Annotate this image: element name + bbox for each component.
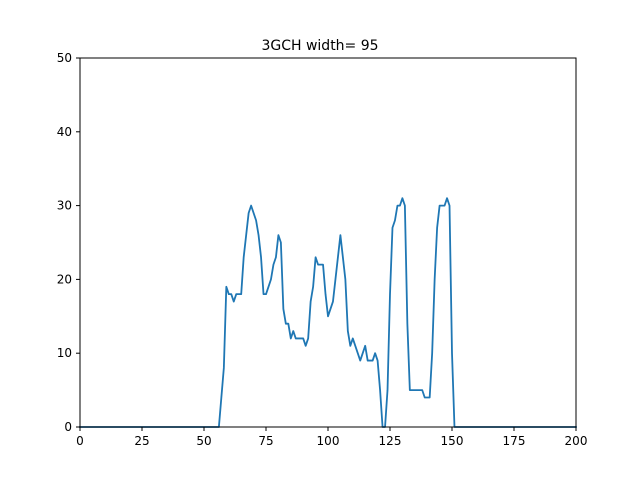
y-tick-label: 50 — [57, 51, 72, 65]
y-tick-label: 40 — [57, 125, 72, 139]
x-tick-label: 75 — [258, 434, 273, 448]
axes-frame — [79, 57, 577, 428]
x-tick-label: 50 — [196, 434, 211, 448]
x-tick-label: 125 — [379, 434, 402, 448]
series-line-0 — [79, 197, 577, 428]
x-tick-label: 200 — [565, 434, 588, 448]
x-axis: 0 25 50 75 100 125 150 175 200 — [76, 427, 587, 448]
x-tick-label: 0 — [76, 434, 84, 448]
plot-area — [79, 57, 577, 428]
chart-title: 3GCH width= 95 — [261, 38, 378, 54]
x-tick-label: 150 — [441, 434, 464, 448]
y-tick-label: 10 — [57, 346, 72, 360]
y-tick-label: 0 — [64, 420, 72, 434]
y-tick-label: 30 — [57, 199, 72, 213]
x-tick-label: 25 — [134, 434, 149, 448]
x-tick-label: 100 — [317, 434, 340, 448]
y-tick-label: 20 — [57, 272, 72, 286]
x-tick-label: 175 — [503, 434, 526, 448]
y-axis: 0 10 20 30 40 50 — [57, 51, 80, 434]
